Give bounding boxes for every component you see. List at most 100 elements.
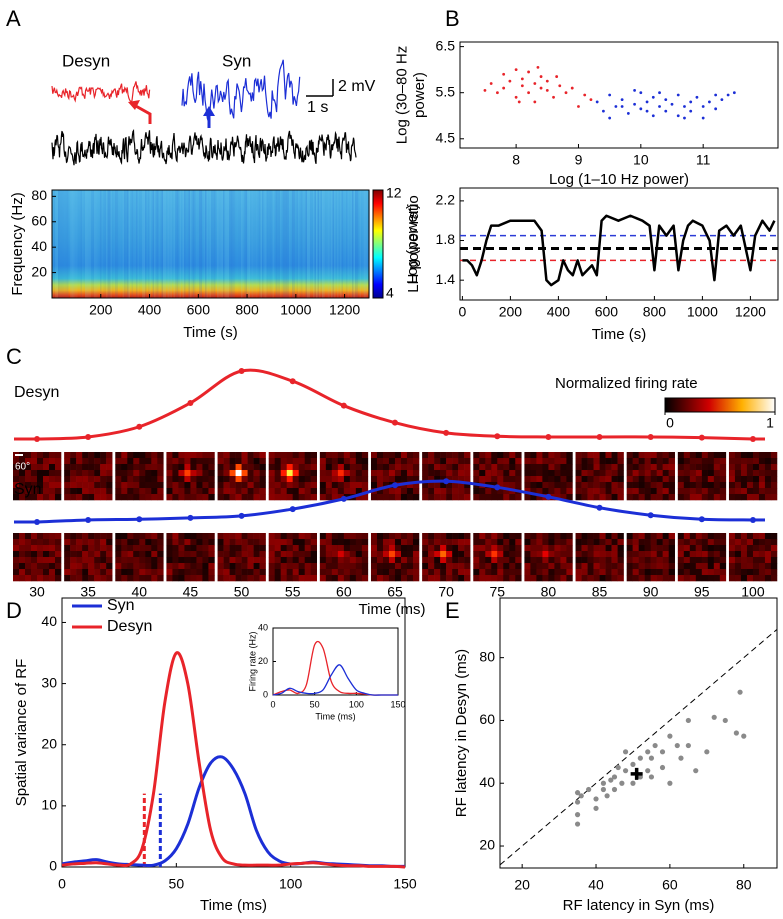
- rf-pixel: [752, 482, 760, 489]
- rf-pixel: [184, 569, 191, 576]
- rf-pixel: [752, 545, 760, 552]
- rf-pixel: [145, 575, 152, 582]
- rf-pixel: [64, 494, 71, 501]
- rf-pixel: [355, 545, 363, 552]
- rf-pixel: [473, 545, 480, 552]
- rf-pixel: [49, 563, 56, 570]
- rf-pixel: [25, 563, 32, 570]
- rf-pixel: [64, 533, 71, 540]
- rf-pixel: [139, 464, 146, 471]
- rf-pixel: [394, 464, 402, 471]
- rf-pixel: [343, 464, 351, 471]
- rf-pixel: [713, 545, 721, 552]
- rf-pixel: [49, 470, 56, 477]
- rf-pixel: [422, 452, 429, 459]
- rf-pixel: [452, 545, 459, 552]
- rf-pixel: [485, 533, 492, 540]
- rf-pixel: [235, 464, 242, 470]
- rf-pixel: [106, 452, 113, 459]
- rf-pixel: [446, 545, 453, 552]
- rf-pixel: [485, 494, 492, 501]
- rf-pixel: [497, 533, 504, 540]
- scatter-point: [685, 742, 691, 749]
- rf-peak-pixel: [746, 470, 753, 476]
- rf-pixel: [400, 539, 408, 546]
- rf-pixel: [599, 533, 606, 540]
- rf-pixel: [88, 476, 95, 483]
- rf-pixel: [337, 476, 344, 482]
- rf-pixel: [581, 452, 588, 459]
- rf-pixel: [530, 569, 537, 576]
- rf-pixel: [370, 569, 378, 576]
- rf-pixel: [166, 551, 173, 558]
- rf-pixel: [677, 464, 685, 471]
- rf-peak-pixel: [440, 551, 447, 557]
- rf-pixel: [88, 563, 95, 570]
- rf-pixel: [695, 575, 703, 582]
- rf-pixel: [247, 470, 254, 477]
- spectrogram-texture: [184, 190, 186, 298]
- rf-pixel: [151, 452, 158, 459]
- rf-pixel: [319, 533, 327, 540]
- rf-pixel: [82, 476, 89, 482]
- rf-pixel: [343, 482, 351, 489]
- rf-pixel: [349, 476, 357, 483]
- rf-pixel: [605, 551, 612, 558]
- rf-pixel: [575, 545, 582, 552]
- rf-pixel: [331, 551, 338, 557]
- rf-pixel: [683, 494, 691, 501]
- curve-point: [391, 482, 398, 489]
- rf-peak-pixel: [542, 551, 549, 557]
- rf-pixel: [349, 464, 357, 471]
- rf-pixel: [145, 452, 152, 459]
- rf-pixel: [274, 545, 281, 552]
- scatter-point: [720, 98, 724, 102]
- rf-pixel: [196, 551, 203, 558]
- rf-pixel: [259, 557, 266, 564]
- rf-pixel: [617, 569, 624, 576]
- rf-pixel: [713, 539, 721, 546]
- rf-pixel: [428, 476, 435, 483]
- rf-pixel: [758, 545, 766, 552]
- rf-pixel: [524, 557, 531, 564]
- rf-pixel: [217, 551, 224, 558]
- rf-pixel: [554, 533, 561, 540]
- rf-pixel: [355, 476, 363, 483]
- rf-pixel: [683, 482, 691, 489]
- rf-pixel: [626, 458, 633, 465]
- curve-point: [238, 512, 245, 519]
- rf-pixel: [593, 563, 600, 570]
- rf-pixel: [452, 458, 459, 465]
- scatter-point: [658, 91, 661, 95]
- rf-pixel: [503, 494, 510, 501]
- rf-pixel: [701, 551, 708, 557]
- rf-pixel: [196, 482, 203, 489]
- rf-pixel: [184, 557, 191, 563]
- rf-pixel: [196, 539, 203, 546]
- rf-pixel: [349, 569, 357, 576]
- x-axis-label: RF latency in Syn (ms): [563, 897, 715, 914]
- rf-pixel: [304, 494, 311, 501]
- rf-pixel: [617, 551, 624, 558]
- rf-pixel: [638, 482, 645, 489]
- rf-pixel: [446, 488, 453, 495]
- rf-peak-pixel: [184, 551, 191, 557]
- rf-pixel: [376, 452, 384, 459]
- rf-pixel: [349, 545, 357, 552]
- rf-pixel: [728, 452, 736, 459]
- curve-point: [443, 478, 450, 485]
- rf-pixel: [764, 452, 772, 459]
- rf-pixel: [554, 470, 561, 477]
- panel-label: E: [445, 598, 460, 623]
- rf-pixel: [440, 458, 447, 465]
- rf-pixel: [434, 494, 441, 501]
- rf-pixel: [235, 563, 242, 570]
- rf-pixel: [166, 545, 173, 552]
- rf-pixel: [707, 452, 715, 459]
- rf-pixel: [713, 488, 721, 495]
- rf-pixel: [440, 482, 447, 489]
- scatter-point: [701, 116, 705, 120]
- rf-pixel: [464, 539, 471, 546]
- spectrogram-texture: [181, 190, 183, 298]
- rf-pixel: [31, 482, 38, 489]
